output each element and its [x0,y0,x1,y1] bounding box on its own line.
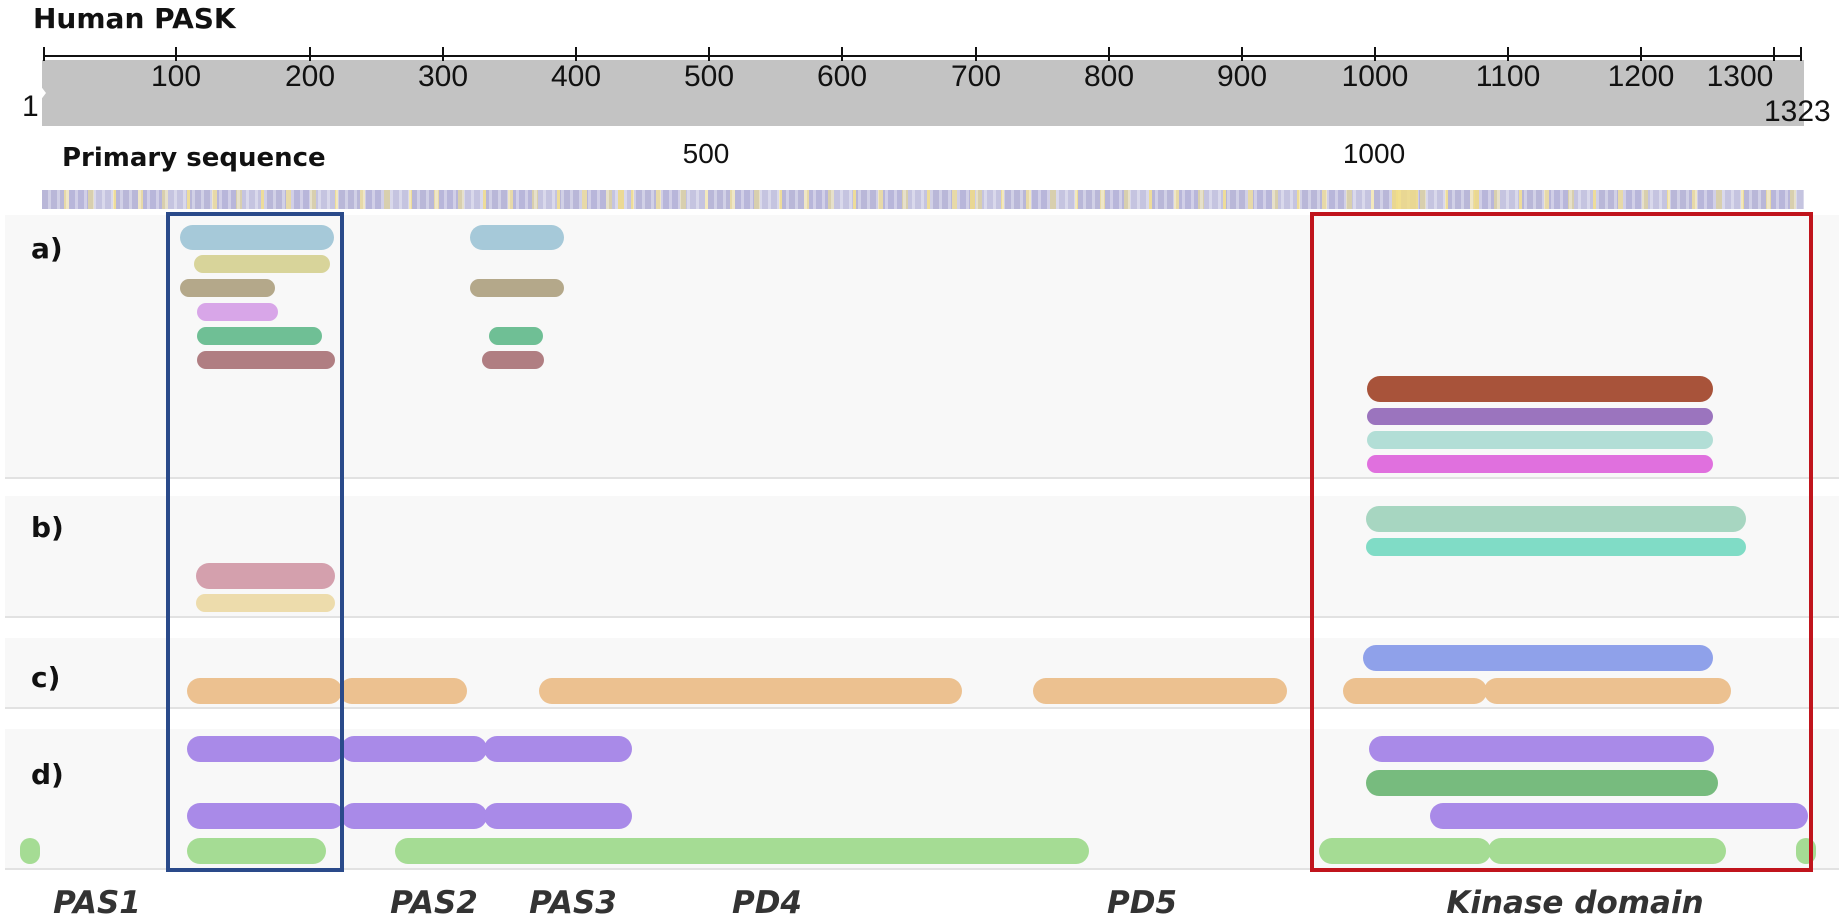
track-bar [180,225,334,250]
track-bar [187,736,344,762]
ruler-tick [1507,47,1509,61]
track-bar [539,678,962,704]
sequence-marker: 500 [682,138,730,169]
ruler-tick-label: 700 [950,60,1002,93]
domain-label-pas2: PAS2 [390,885,478,921]
ruler-tick [1108,47,1110,61]
track-bar [339,678,467,704]
track-bar [197,351,335,369]
ruler-tick-end [1800,47,1802,61]
ruler-tick-label: 400 [550,60,602,93]
ruler-tick-label: 1000 [1341,60,1409,93]
ruler-tick [708,47,710,61]
track-bar [194,255,330,273]
track-bar [197,303,278,321]
ruler-tick-label: 100 [150,60,202,93]
ruler-tick [1374,47,1376,61]
track-bar [20,838,40,864]
track-bar [1366,538,1746,556]
track-bar [187,803,344,829]
domain-label-pd4: PD4 [731,885,803,921]
primary-sequence-label: Primary sequence [62,143,326,173]
ruler-tick [575,47,577,61]
ruler-tick-label: 1300 [1706,60,1774,93]
ruler-tick-label: 600 [816,60,868,93]
sequence-highlight [970,190,975,209]
row-label-b: b) [31,511,64,544]
track-bar [196,563,335,589]
domain-label-kinase: Kinase domain [1446,885,1704,921]
track-bar [1366,506,1746,532]
track-bar [1367,408,1713,425]
ruler-tick-label: 1100 [1475,60,1541,93]
ruler-tick [1773,47,1775,61]
ruler-tick-label: 200 [284,60,336,93]
ruler-tick [1640,47,1642,61]
track-bar [395,838,1089,864]
track-bar [1343,678,1487,704]
domain-label-pas3: PAS3 [529,885,617,921]
primary-sequence-strip [42,190,1804,209]
ruler-tick-label: 800 [1083,60,1135,93]
track-bar [484,736,632,762]
ruler-end-label: 1323 [1764,95,1831,128]
track-bar [1369,736,1714,762]
sequence-highlight [618,190,624,209]
track-bar [484,803,632,829]
ruler-tick [975,47,977,61]
track-bar [187,678,342,704]
row-label-c: c) [31,661,61,694]
ruler-tick [442,47,444,61]
track-bar [482,351,544,369]
ruler-tick [175,47,177,61]
sequence-highlight [1474,190,1479,209]
ruler-tick-start [43,47,45,61]
ruler-tick [1241,47,1243,61]
track-bar [1484,678,1731,704]
track-bar [196,594,335,612]
track-bar [1367,455,1713,473]
track-bar [1033,678,1287,704]
ruler-tick [841,47,843,61]
track-bar [1488,838,1726,864]
track-bar [1430,803,1808,829]
track-bar [1367,431,1713,449]
domain-label-pas1: PAS1 [53,885,141,921]
figure-title: Human PASK [33,2,236,35]
track-bar [341,736,487,762]
ruler-tick-label: 300 [417,60,469,93]
ruler-axis-line [44,55,1802,57]
track-bar [489,327,543,345]
ruler-tick-label: 500 [683,60,735,93]
track-bar [1367,376,1713,402]
pas1-highlight-box [166,212,344,872]
kinase-highlight-box [1310,212,1813,872]
ruler-start-label: 1 [22,90,39,123]
ruler-tick [309,47,311,61]
track-bar [1366,770,1718,796]
ruler-tick-label: 1200 [1607,60,1675,93]
row-label-d: d) [31,758,64,791]
track-bar [470,279,564,297]
domain-label-pd5: PD5 [1106,885,1178,921]
track-bar [187,838,326,864]
track-bar [197,327,322,345]
sequence-highlight [1392,190,1418,209]
track-bar [470,225,564,250]
sequence-marker: 1000 [1342,138,1406,169]
track-bar [180,279,275,297]
row-label-a: a) [31,232,63,265]
track-bar [341,803,487,829]
track-bar [1319,838,1491,864]
track-bar [1363,645,1713,671]
ruler-sequence-bar [42,60,1804,126]
ruler-tick-label: 900 [1216,60,1268,93]
